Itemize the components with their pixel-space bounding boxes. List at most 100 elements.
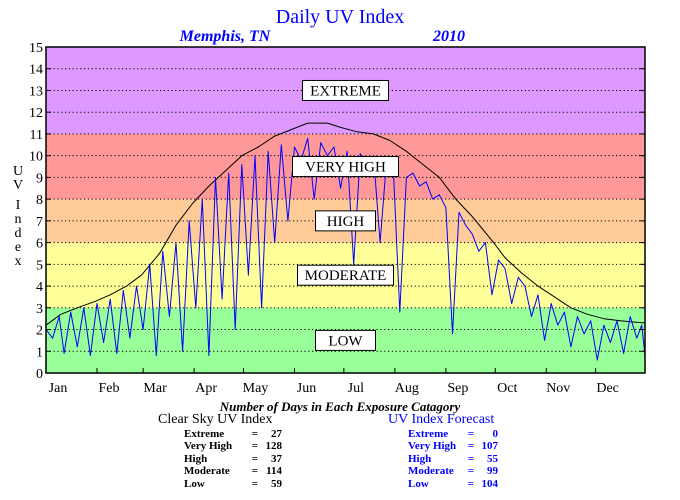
y-tick-label: 7 (36, 215, 43, 230)
count-row: Low = 104 (408, 478, 498, 491)
count-value: 107 (481, 440, 499, 452)
y-tick-label: 9 (36, 171, 43, 186)
count-row: Moderate = 114 (184, 465, 282, 478)
count-value: 128 (265, 440, 283, 452)
count-eq: = (251, 427, 258, 440)
exposure-label: EXTREME (310, 83, 381, 99)
y-tick-label: 5 (36, 258, 43, 273)
y-axis-label-char: d (15, 226, 22, 241)
count-row: High = 37 (184, 453, 282, 466)
y-tick-label: 11 (30, 128, 43, 143)
forecast-counts: UV Index Forecast Extreme = 0 Very High = 10… (388, 412, 498, 491)
y-tick-label: 12 (29, 106, 43, 121)
count-label: High (184, 452, 208, 465)
count-label: Moderate (184, 465, 230, 477)
count-label: Low (408, 477, 429, 490)
chart-subtitle-year: 2010 (432, 28, 465, 45)
y-axis-label-char: e (15, 240, 21, 255)
exposure-label: MODERATE (305, 268, 387, 284)
count-eq: = (467, 440, 474, 452)
x-tick-label: Jan (49, 381, 68, 396)
count-value: 0 (492, 427, 499, 440)
count-row: Extreme = 0 (408, 428, 498, 441)
x-tick-label: Nov (546, 381, 570, 396)
series-line (45, 122, 646, 326)
y-axis-label-char: V (13, 178, 23, 193)
y-tick-label: 3 (36, 302, 43, 317)
x-tick-label: Mar (143, 381, 167, 396)
exposure-label-box (297, 264, 394, 286)
count-row: Very High = 128 (184, 440, 282, 453)
count-row: Very High = 107 (408, 440, 498, 453)
y-axis-label-char: x (15, 254, 22, 269)
y-tick-label: 13 (29, 84, 43, 99)
count-value: 55 (487, 452, 498, 465)
exposure-label: VERY HIGH (305, 160, 386, 176)
clear-sky-counts-title: Clear Sky UV Index (158, 412, 273, 427)
y-tick-label: 4 (36, 280, 43, 295)
chart-title: Daily UV Index (276, 6, 405, 28)
x-tick-label: May (243, 381, 269, 396)
y-tick-label: 14 (29, 63, 43, 78)
count-row: Moderate = 99 (408, 465, 498, 478)
count-label: Extreme (184, 427, 225, 440)
y-axis-label-char: n (15, 212, 22, 227)
count-value: 104 (481, 477, 499, 490)
forecast-counts-title: UV Index Forecast (388, 412, 495, 427)
uv-index-chart: Daily UV Index Memphis, TN 2010 LOWMODER… (13, 6, 646, 396)
clear-sky-counts: Clear Sky UV Index Extreme = 27 Very High =… (158, 412, 282, 491)
count-eq: = (467, 452, 474, 465)
y-tick-label: 6 (36, 237, 43, 252)
counts-caption: Number of Days in Each Exposure Catagory (219, 399, 461, 414)
count-label: Very High (184, 440, 233, 452)
y-axis-label-char: I (16, 198, 21, 213)
x-axis: Jan Feb Mar Apr May Jun Jul Aug Sep Oct Nov Dec (45, 368, 619, 396)
x-tick-label: Jul (348, 381, 364, 396)
exposure-band-labels: LOW MODERATE HIGH VERY HIGH EXTREME (292, 79, 399, 351)
count-eq: = (251, 465, 258, 477)
y-tick-label: 15 (29, 41, 43, 56)
exposure-label-box (315, 329, 376, 351)
series-lines (45, 122, 646, 361)
count-eq: = (251, 440, 258, 452)
y-tick-label: 10 (29, 150, 43, 165)
y-tick-label: 0 (36, 367, 43, 382)
count-value: 99 (487, 465, 498, 477)
count-label: Moderate (408, 465, 454, 477)
count-row: Low = 59 (184, 478, 282, 491)
y-tick-label: 1 (36, 345, 43, 360)
series-line (45, 137, 646, 361)
count-eq: = (251, 452, 258, 465)
count-row: Extreme = 27 (184, 428, 282, 441)
exposure-label-box (315, 210, 376, 232)
count-value: 59 (271, 477, 282, 490)
grid-lines (46, 68, 645, 352)
exposure-label: HIGH (327, 214, 365, 230)
x-tick-label: Feb (99, 381, 120, 396)
count-label: Extreme (408, 427, 449, 440)
count-eq: = (467, 465, 474, 477)
count-value: 114 (266, 465, 282, 477)
count-value: 27 (271, 427, 282, 440)
count-eq: = (251, 477, 258, 490)
count-row: High = 55 (408, 453, 498, 466)
plot-frame (45, 46, 646, 374)
exposure-label-box (302, 79, 389, 101)
x-tick-label: Jun (297, 381, 316, 396)
count-value: 37 (271, 452, 282, 465)
exposure-label: LOW (328, 333, 363, 349)
count-label: Very High (408, 440, 457, 452)
y-tick-label: 8 (36, 193, 43, 208)
chart-subtitle-location: Memphis, TN (179, 28, 272, 45)
exposure-label-box (292, 156, 399, 178)
count-label: High (408, 452, 432, 465)
x-tick-label: Oct (497, 381, 517, 396)
y-tick-label: 2 (36, 324, 43, 339)
x-tick-label: Apr (195, 381, 217, 396)
count-eq: = (467, 477, 474, 490)
y-axis-label-char: U (13, 164, 23, 179)
x-tick-label: Dec (596, 381, 619, 396)
x-tick-label: Aug (395, 381, 419, 396)
